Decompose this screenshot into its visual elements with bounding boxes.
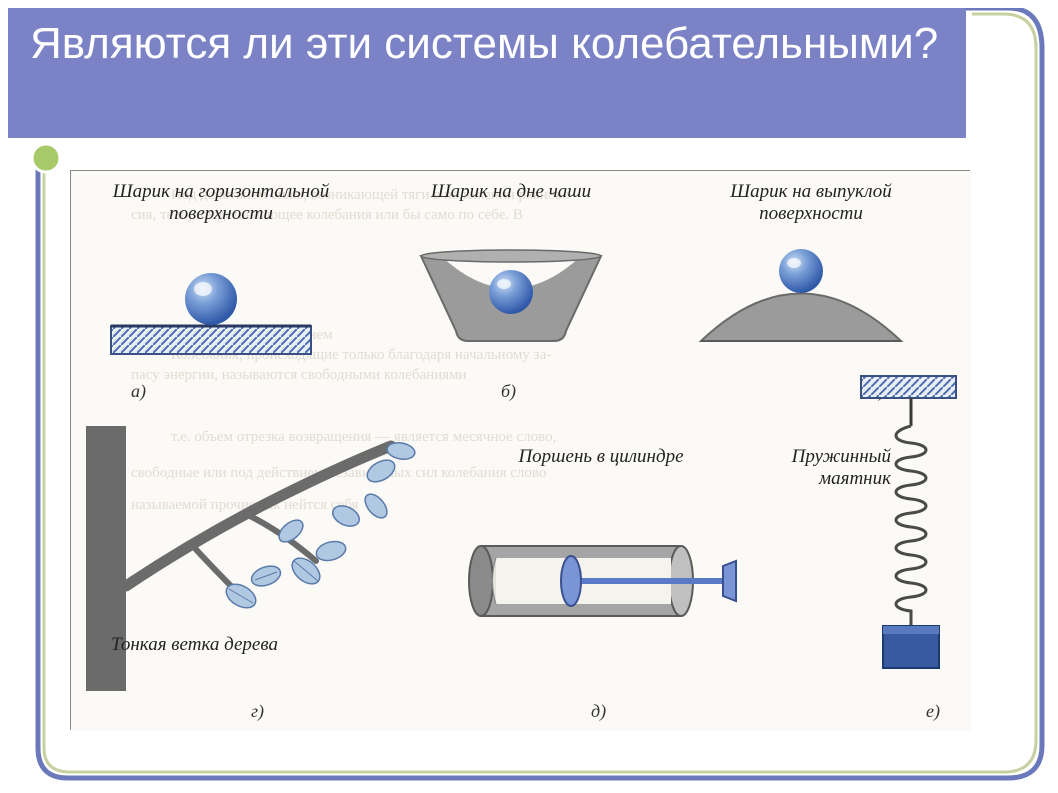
diagram-a-title: Шарик на горизонтальной поверхности: [111, 181, 331, 225]
diagram-e: Поршень в цилиндре д): [451, 416, 751, 716]
diagram-f: Пружинный маятник е): [751, 371, 961, 721]
diagram-c-title: Шарик на выпуклой поверхности: [701, 181, 921, 225]
content-area: Под действием силы, возникающей тяги в п…: [70, 170, 970, 730]
diagram-f-label: е): [926, 701, 940, 722]
diagram-f-svg: [751, 371, 961, 711]
diagram-d-label: г): [251, 701, 264, 722]
diagram-b: Шарик на дне чаши б): [371, 181, 651, 411]
diagram-d-title: Тонкая ветка дерева: [111, 634, 371, 656]
diagram-e-title: Поршень в цилиндре: [501, 446, 701, 468]
diagram-a-svg: [81, 241, 361, 421]
diagram-d: Тонкая ветка дерева г): [81, 416, 451, 716]
diagram-a-label: а): [131, 381, 146, 402]
diagram-b-label: б): [501, 381, 516, 402]
diagram-e-label: д): [591, 701, 606, 722]
diagram-e-svg: [451, 506, 751, 706]
slide-title: Являются ли эти системы колебательными?: [0, 0, 978, 145]
diagram-a: Шарик на горизонтальной поверхности а): [81, 181, 361, 411]
diagram-b-title: Шарик на дне чаши: [401, 181, 621, 203]
